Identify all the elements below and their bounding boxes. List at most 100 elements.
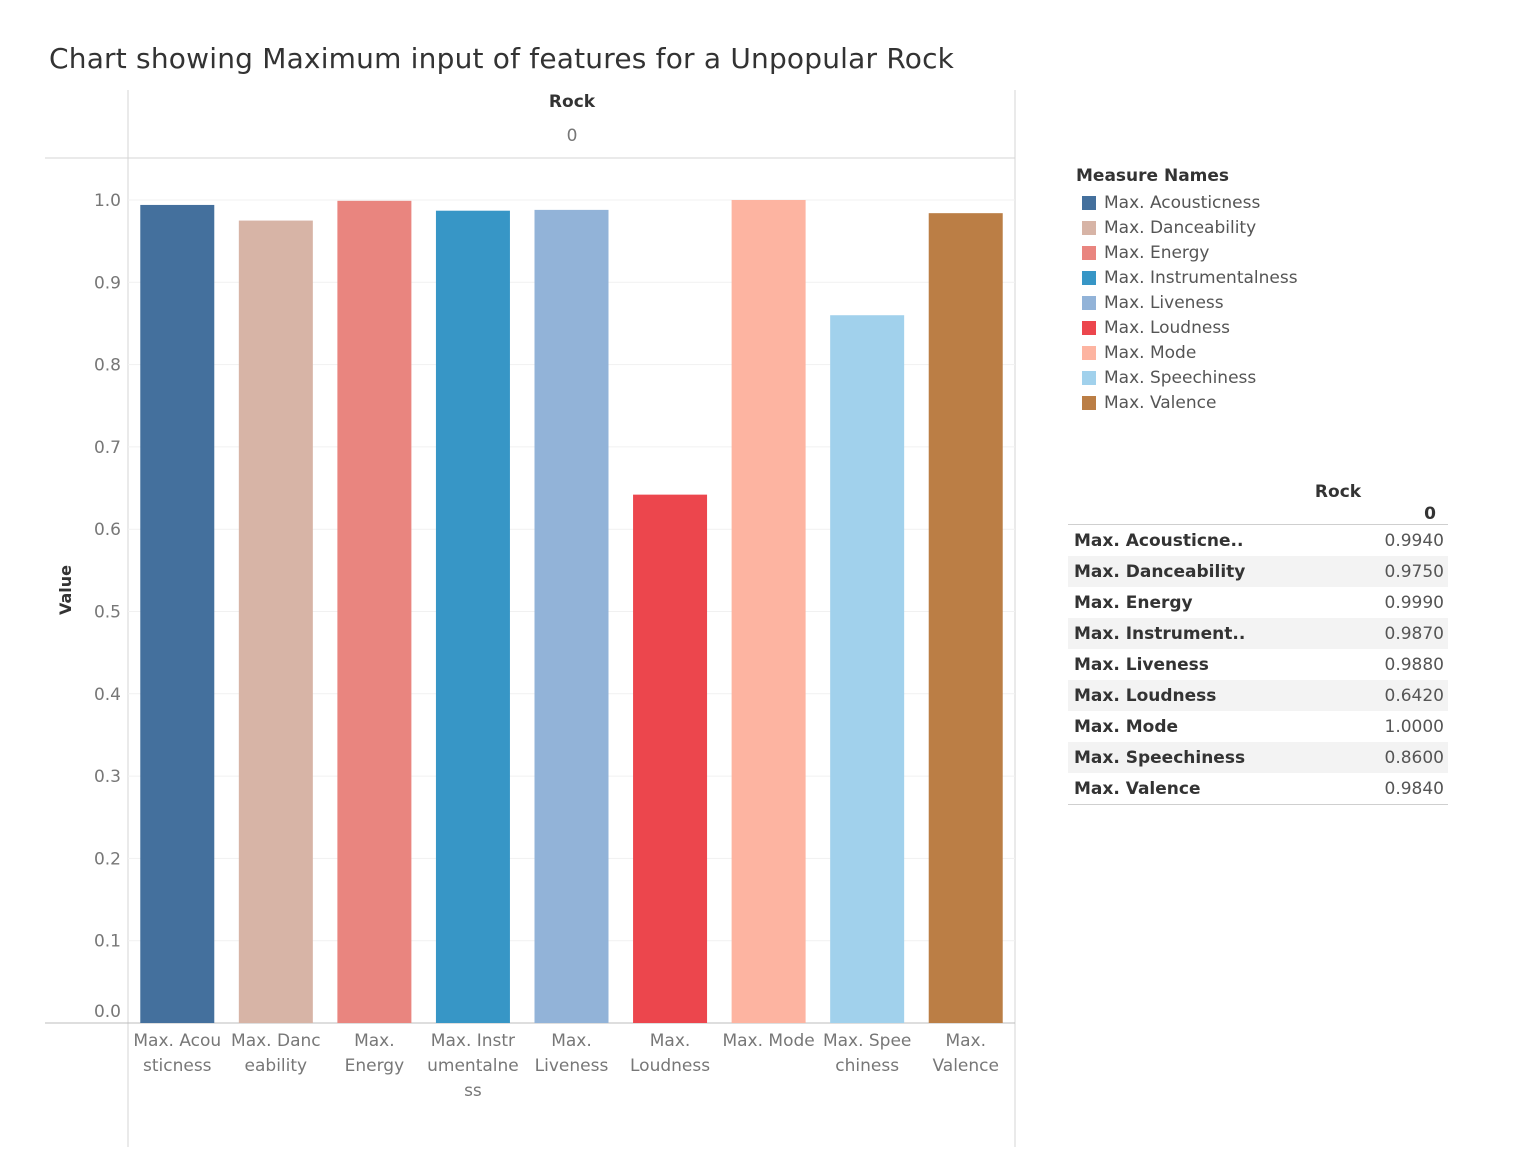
- y-tick-label: 0.6: [94, 520, 121, 540]
- x-tick-label: chiness: [835, 1056, 899, 1076]
- legend-swatch: [1082, 195, 1096, 210]
- legend-swatch: [1082, 245, 1096, 260]
- chart-title: Chart showing Maximum input of features …: [49, 42, 955, 75]
- x-axis: Max. Acou sticness Max. Danc eability Max. En…: [133, 1031, 999, 1101]
- legend-swatch: [1082, 320, 1096, 335]
- legend-swatch: [1082, 295, 1096, 310]
- table-row-label: Max. Danceability: [1074, 561, 1246, 582]
- bar[interactable]: [731, 200, 806, 1023]
- legend-item[interactable]: Max. Acousticness: [1076, 190, 1298, 215]
- x-tick-label: sticness: [143, 1056, 212, 1076]
- bars: [140, 200, 1003, 1024]
- table-row-value: 0.9990: [1384, 592, 1444, 613]
- bar[interactable]: [928, 213, 1003, 1024]
- x-tick-label: Energy: [345, 1056, 405, 1076]
- table-row-label: Max. Speechiness: [1074, 747, 1246, 768]
- table-row: Max. Energy 0.9990: [1068, 587, 1448, 618]
- legend: Measure Names Max. Acousticness Max. Danc…: [1076, 166, 1298, 415]
- x-tick-label: Max.: [551, 1031, 592, 1051]
- table-row-value: 0.8600: [1384, 747, 1444, 768]
- table-row-value: 0.9880: [1384, 654, 1444, 675]
- x-tick-label: Valence: [932, 1056, 999, 1076]
- x-tick-label: Max.: [354, 1031, 395, 1051]
- legend-item[interactable]: Max. Loudness: [1076, 315, 1298, 340]
- table-row-label: Max. Energy: [1074, 592, 1193, 613]
- x-tick-label: Liveness: [535, 1056, 609, 1076]
- bar[interactable]: [238, 220, 313, 1023]
- legend-item[interactable]: Max. Danceability: [1076, 215, 1298, 240]
- legend-title: Measure Names: [1076, 166, 1230, 186]
- x-tick-label: ss: [464, 1081, 482, 1101]
- bar[interactable]: [435, 210, 510, 1024]
- y-axis-label: Value: [56, 565, 75, 615]
- table-row-label: Max. Valence: [1074, 778, 1201, 799]
- bar[interactable]: [830, 315, 905, 1024]
- table-row-label: Max. Loudness: [1074, 685, 1217, 706]
- legend-label: Max. Energy: [1104, 242, 1210, 263]
- x-tick-label: Max. Mode: [722, 1031, 814, 1051]
- y-axis: 0.0 0.1 0.2 0.3 0.4 0.5 0.6 0.7 0.8 0.9 1.0: [94, 191, 121, 1022]
- table-rows: Max. Acousticne.. 0.9940 Max. Danceability…: [1068, 525, 1448, 804]
- bar[interactable]: [140, 204, 215, 1024]
- legend-label: Max. Valence: [1104, 392, 1217, 413]
- legend-item[interactable]: Max. Liveness: [1076, 290, 1298, 315]
- bar[interactable]: [633, 494, 708, 1023]
- table-row-value: 0.9750: [1384, 561, 1444, 582]
- table-row-label: Max. Liveness: [1074, 654, 1209, 675]
- y-tick-label: 0.3: [94, 767, 121, 787]
- table-row-value: 0.6420: [1384, 685, 1444, 706]
- column-header: Rock: [549, 92, 596, 112]
- y-tick-label: 0.8: [94, 356, 121, 376]
- x-tick-label: Max. Spee: [823, 1031, 911, 1051]
- table-row: Max. Mode 1.0000: [1068, 711, 1448, 742]
- summary-table: Rock 0 Max. Acousticne.. 0.9940 Max. Dance…: [1068, 482, 1448, 805]
- table-row-value: 1.0000: [1384, 716, 1444, 737]
- legend-swatch: [1082, 270, 1096, 285]
- table-subheader: 0: [1068, 504, 1448, 525]
- table-row: Max. Acousticne.. 0.9940: [1068, 525, 1448, 556]
- x-tick-label: Max.: [945, 1031, 986, 1051]
- y-tick-label: 0.2: [94, 849, 121, 869]
- legend-label: Max. Danceability: [1104, 217, 1257, 238]
- legend-swatch: [1082, 345, 1096, 360]
- legend-label: Max. Instrumentalness: [1104, 267, 1298, 288]
- legend-item[interactable]: Max. Mode: [1076, 340, 1298, 365]
- x-tick-label: Loudness: [630, 1056, 710, 1076]
- x-tick-label: eability: [245, 1056, 308, 1076]
- table-row-label: Max. Acousticne..: [1074, 530, 1244, 551]
- table-row-label: Max. Mode: [1074, 716, 1179, 737]
- table-row: Max. Instrument.. 0.9870: [1068, 618, 1448, 649]
- legend-label: Max. Acousticness: [1104, 192, 1261, 213]
- bar-chart: 0.0 0.1 0.2 0.3 0.4 0.5 0.6 0.7 0.8 0.9 1.0 Max. A…: [45, 90, 1016, 1147]
- legend-label: Max. Liveness: [1104, 292, 1224, 313]
- table-row-value: 0.9840: [1384, 778, 1444, 799]
- table-row: Max. Liveness 0.9880: [1068, 649, 1448, 680]
- table-row-value: 0.9940: [1384, 530, 1444, 551]
- x-tick-label: umentalne: [427, 1056, 519, 1076]
- y-tick-label: 0.4: [94, 685, 121, 705]
- table-row: Max. Valence 0.9840: [1068, 773, 1448, 804]
- x-tick-label: Max.: [650, 1031, 691, 1051]
- table-bottom-border: [1068, 804, 1448, 805]
- legend-swatch: [1082, 370, 1096, 385]
- table-row: Max. Danceability 0.9750: [1068, 556, 1448, 587]
- legend-label: Max. Loudness: [1104, 317, 1231, 338]
- legend-item[interactable]: Max. Instrumentalness: [1076, 265, 1298, 290]
- legend-items: Max. Acousticness Max. Danceability Max. E…: [1076, 190, 1298, 415]
- x-tick-label: Max. Acou: [133, 1031, 221, 1051]
- legend-item[interactable]: Max. Speechiness: [1076, 365, 1298, 390]
- table-header: Rock: [1314, 482, 1362, 502]
- x-tick-label: Max. Danc: [231, 1031, 321, 1051]
- table-row-value: 0.9870: [1384, 623, 1444, 644]
- legend-item[interactable]: Max. Valence: [1076, 390, 1298, 415]
- y-tick-label: 0.1: [94, 932, 121, 952]
- bar[interactable]: [337, 200, 412, 1023]
- y-tick-label: 0.9: [94, 273, 121, 293]
- legend-item[interactable]: Max. Energy: [1076, 240, 1298, 265]
- legend-swatch: [1082, 395, 1096, 410]
- legend-swatch: [1082, 220, 1096, 235]
- y-tick-label: 0.5: [94, 603, 121, 623]
- bar[interactable]: [534, 209, 609, 1024]
- y-tick-label: 1.0: [94, 191, 121, 211]
- table-row-label: Max. Instrument..: [1074, 623, 1246, 644]
